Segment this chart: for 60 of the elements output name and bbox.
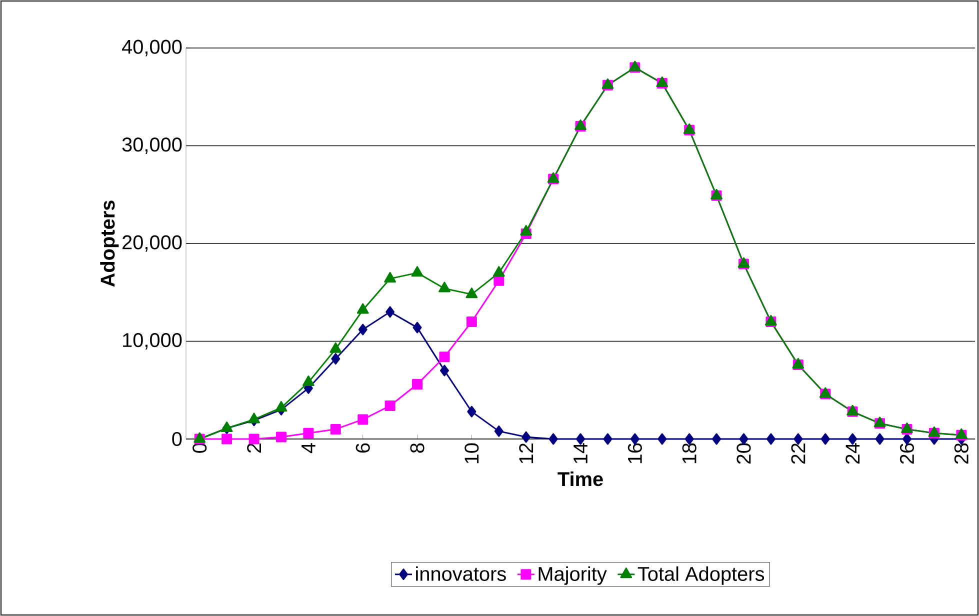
- point: [467, 406, 476, 418]
- point: [386, 306, 395, 318]
- x-tick-label: 4: [302, 443, 316, 454]
- point: [492, 266, 505, 277]
- point: [412, 322, 422, 334]
- point: [439, 352, 450, 362]
- point: [440, 364, 449, 376]
- point: [412, 379, 423, 390]
- point: [384, 272, 396, 282]
- point: [875, 433, 884, 445]
- point: [820, 433, 830, 445]
- point: [548, 433, 558, 445]
- y-tick-label: 30,000: [122, 138, 182, 154]
- x-tick-label: 16: [628, 443, 642, 464]
- x-tick-label: 20: [736, 443, 751, 464]
- x-tick-label: 26: [900, 443, 914, 464]
- point: [466, 316, 477, 327]
- x-tick-label: 18: [682, 443, 696, 464]
- point: [658, 433, 667, 445]
- point: [222, 434, 232, 444]
- point: [712, 433, 722, 445]
- x-tick-label: 6: [356, 443, 370, 453]
- point: [330, 342, 342, 353]
- legend-label: Total Adopters: [638, 566, 764, 585]
- point: [358, 324, 368, 336]
- x-tick-label: 12: [519, 444, 534, 464]
- x-tick-label: 14: [574, 443, 588, 464]
- point: [330, 424, 341, 434]
- x-axis-title: Time: [558, 472, 603, 486]
- x-tick-label: 22: [791, 444, 806, 464]
- y-axis-title: Adopters: [100, 200, 119, 287]
- point: [520, 225, 532, 236]
- point: [303, 428, 314, 438]
- legend-label: Majority: [538, 566, 607, 585]
- point: [466, 288, 478, 298]
- point: [248, 412, 260, 424]
- point: [331, 353, 340, 365]
- x-tick-label: 28: [954, 443, 968, 464]
- x-tick-label: 8: [410, 443, 424, 453]
- point: [494, 275, 504, 286]
- point: [275, 400, 288, 412]
- legend-label: innovators: [416, 566, 506, 581]
- point: [302, 376, 314, 386]
- point: [248, 434, 260, 444]
- x-tick-label: 24: [846, 443, 860, 464]
- point: [603, 433, 612, 445]
- point: [494, 425, 504, 437]
- y-tick-label: 40,000: [122, 40, 182, 56]
- point: [438, 282, 450, 292]
- x-tick-label: 2: [247, 444, 261, 453]
- point: [356, 303, 369, 314]
- x-tick-label: 10: [464, 443, 479, 464]
- point: [276, 432, 286, 442]
- point: [411, 266, 424, 277]
- point: [766, 433, 776, 445]
- y-tick-label: 20,000: [122, 235, 182, 252]
- point: [384, 400, 396, 412]
- point: [522, 431, 531, 443]
- y-tick-label: 10,000: [123, 333, 182, 350]
- point: [358, 414, 368, 425]
